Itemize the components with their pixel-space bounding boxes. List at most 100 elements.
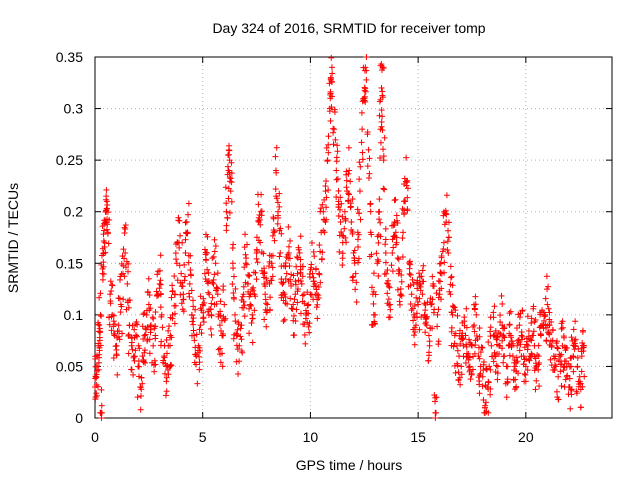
data-point (189, 318, 196, 325)
data-point (134, 394, 141, 401)
data-point (406, 270, 413, 277)
data-point (372, 291, 379, 298)
data-point (452, 307, 459, 314)
data-point (493, 362, 500, 369)
data-point (104, 221, 111, 228)
data-point (300, 291, 307, 298)
data-point (219, 350, 226, 357)
data-point (517, 310, 524, 317)
data-point (217, 298, 224, 305)
data-point (272, 153, 279, 160)
data-point (419, 267, 426, 274)
data-point (202, 251, 209, 258)
data-point (118, 303, 125, 310)
data-point (411, 341, 418, 348)
data-point (151, 357, 158, 364)
data-point (391, 197, 398, 204)
data-point (553, 388, 560, 395)
data-point (211, 236, 218, 243)
data-point (107, 291, 114, 298)
data-point (267, 294, 274, 301)
data-point (113, 352, 120, 359)
data-point (364, 163, 371, 170)
data-point (97, 329, 104, 336)
data-point (562, 376, 569, 383)
data-point (524, 313, 531, 320)
data-point (171, 302, 178, 309)
data-point (326, 108, 333, 115)
data-point (209, 255, 216, 262)
data-point (444, 246, 451, 253)
data-point (452, 369, 459, 376)
data-point (416, 282, 423, 289)
data-point (517, 341, 524, 348)
data-point (355, 259, 362, 266)
data-point (501, 325, 508, 332)
data-point (96, 334, 103, 341)
data-point (166, 323, 173, 330)
data-point (323, 216, 330, 223)
data-point (288, 282, 295, 289)
data-point (535, 366, 542, 373)
data-point (138, 374, 145, 381)
data-point (302, 307, 309, 314)
data-point (453, 342, 460, 349)
data-point (269, 273, 276, 280)
data-point (291, 332, 298, 339)
data-point (125, 332, 132, 339)
data-point (192, 306, 199, 313)
data-point (472, 337, 479, 344)
data-point (494, 370, 501, 377)
data-point (354, 206, 361, 213)
data-point (328, 54, 335, 61)
data-point (457, 381, 464, 388)
data-point (426, 342, 433, 349)
data-point (398, 272, 405, 279)
data-point (328, 79, 335, 86)
data-point (110, 354, 117, 361)
data-point (407, 271, 414, 278)
data-point (363, 54, 370, 60)
data-point (218, 317, 225, 324)
data-point (293, 306, 300, 313)
data-point (463, 324, 470, 331)
data-point (413, 294, 420, 301)
data-point (546, 322, 553, 329)
data-point (448, 273, 455, 280)
data-point (468, 370, 475, 377)
data-point (267, 277, 274, 284)
data-point (572, 343, 579, 350)
data-point (182, 219, 189, 226)
data-point (253, 255, 260, 262)
data-point (228, 170, 235, 177)
data-point (134, 333, 141, 340)
data-point (208, 331, 215, 338)
data-point (201, 299, 208, 306)
data-point (445, 219, 452, 226)
data-point (554, 345, 561, 352)
data-point (455, 377, 462, 384)
data-point (175, 214, 182, 221)
data-point (208, 312, 215, 319)
data-point (495, 329, 502, 336)
data-point (495, 342, 502, 349)
data-point (171, 320, 178, 327)
data-point (176, 217, 183, 224)
data-point (225, 195, 232, 202)
data-point (508, 338, 515, 345)
data-point (289, 305, 296, 312)
data-point (227, 178, 234, 185)
data-point (315, 294, 322, 301)
data-point (168, 294, 175, 301)
data-point (252, 269, 259, 276)
data-point (355, 255, 362, 262)
data-point (299, 292, 306, 299)
x-tick-label: 5 (199, 429, 207, 445)
data-point (437, 296, 444, 303)
data-point (217, 345, 224, 352)
data-point (160, 353, 167, 360)
data-point (287, 237, 294, 244)
data-point (527, 336, 534, 343)
data-point (231, 295, 238, 302)
data-point (98, 402, 105, 409)
